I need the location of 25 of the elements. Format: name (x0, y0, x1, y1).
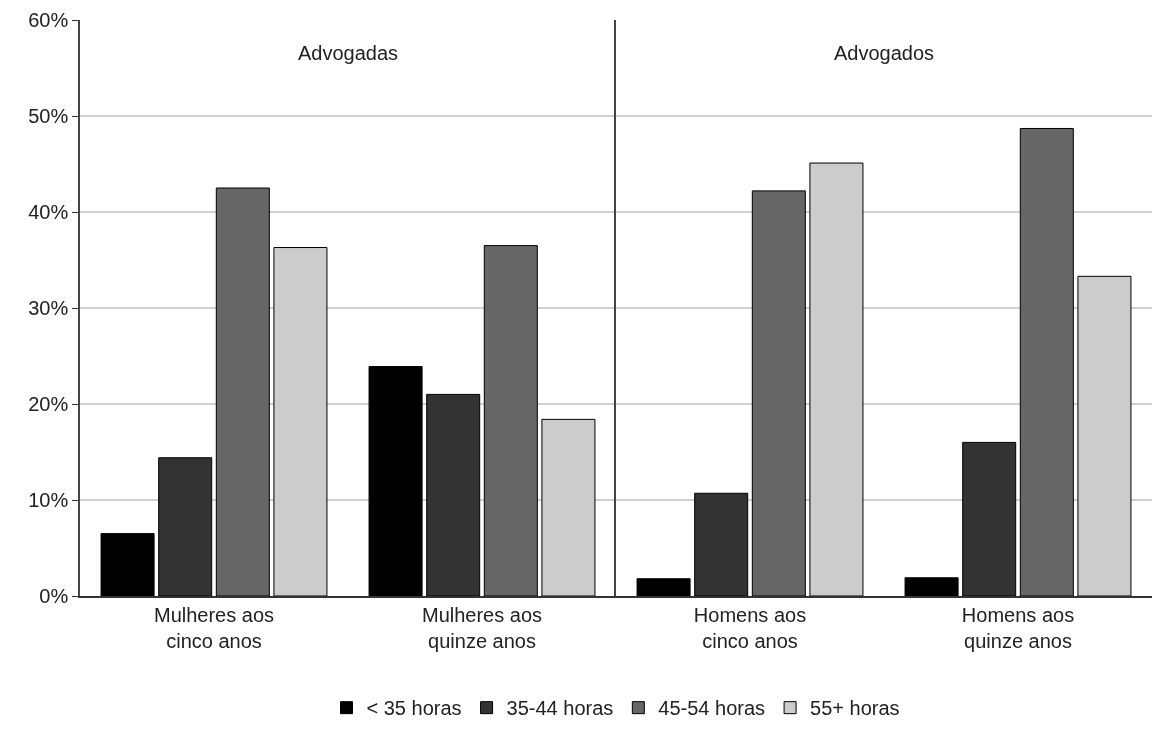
legend-label: 45-54 horas (658, 697, 766, 720)
bar (215, 187, 270, 596)
y-tick-label: 60% (28, 9, 69, 31)
y-tick-label: 0% (39, 585, 69, 607)
bar (904, 577, 959, 596)
legend-label: 35-44 horas (506, 697, 614, 720)
legend-label: < 35 horas (366, 697, 462, 720)
bar (1019, 127, 1074, 596)
text: Advogados (834, 42, 935, 64)
bar (751, 190, 806, 596)
y-tick-label: 30% (28, 297, 69, 319)
bar (368, 366, 423, 596)
x-tick-label: Mulheres aos cinco anos (153, 603, 275, 652)
legend-label: 55+ horas (810, 697, 900, 720)
text: Advogadas (298, 42, 399, 64)
x-tick-label: Mulheres aos quinze anos (421, 603, 543, 652)
y-tick-label: 20% (28, 393, 69, 415)
y-tick-label: 50% (28, 105, 69, 127)
y-tick-label: 10% (28, 489, 69, 511)
x-tick-label: Homens aos cinco anos (693, 603, 807, 652)
bar (100, 533, 155, 596)
bar (483, 245, 538, 596)
x-tick-label: Homens aos quinze anos (961, 603, 1075, 652)
bar (636, 578, 691, 596)
y-tick-label: 40% (28, 201, 69, 223)
